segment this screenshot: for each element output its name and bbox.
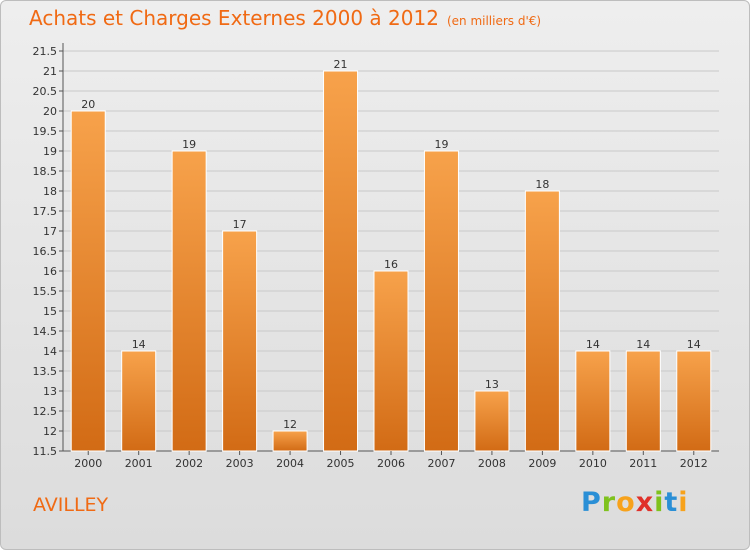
logo-letter: i: [678, 487, 689, 518]
x-tick-label: 2006: [377, 457, 405, 470]
chart-title: Achats et Charges Externes 2000 à 2012 (e…: [29, 6, 541, 30]
y-tick-label: 16: [43, 265, 57, 278]
y-tick-label: 17.5: [33, 205, 58, 218]
y-tick-label: 18.5: [33, 165, 58, 178]
data-label: 12: [283, 418, 297, 431]
y-tick-label: 15.5: [33, 285, 58, 298]
y-tick-label: 11.5: [33, 445, 58, 458]
y-tick-label: 13: [43, 385, 57, 398]
x-tick-label: 2000: [74, 457, 102, 470]
y-tick-label: 20: [43, 105, 57, 118]
logo-letter: o: [616, 487, 636, 518]
x-tick-label: 2002: [175, 457, 203, 470]
y-tick-label: 12.5: [33, 405, 58, 418]
logo-letter: r: [601, 487, 617, 518]
logo-letter: t: [664, 487, 679, 518]
x-tick-labels: 2000 2001 2002 2003 2004 2005 2006 2007 2008 2009…: [74, 451, 708, 470]
bar: [222, 230, 258, 452]
bar: [423, 150, 459, 452]
y-tick-label: 19: [43, 145, 57, 158]
bar: [474, 390, 510, 452]
town-name: AVILLEY: [33, 494, 109, 516]
y-tick-label: 12: [43, 425, 57, 438]
data-label: 21: [334, 58, 348, 71]
bar: [272, 430, 308, 452]
logo-letter: i: [654, 487, 665, 518]
data-labels: 20 14 19 17 12 21 16 19 13 18 14 14 14: [81, 58, 701, 431]
x-tick-label: 2007: [427, 457, 455, 470]
y-tick-label: 13.5: [33, 365, 58, 378]
bar: [575, 350, 611, 452]
data-label: 20: [81, 98, 95, 111]
data-label: 13: [485, 378, 499, 391]
data-label: 14: [636, 338, 650, 351]
y-tick-label: 16.5: [33, 245, 58, 258]
x-tick-label: 2001: [125, 457, 153, 470]
bar: [171, 150, 207, 452]
bar: [524, 190, 560, 452]
y-tick-label: 20.5: [33, 85, 58, 98]
chart-unit: (en milliers d'€): [446, 14, 542, 28]
x-tick-label: 2008: [478, 457, 506, 470]
y-tick-label: 21.5: [33, 45, 58, 58]
data-label: 14: [132, 338, 146, 351]
data-label: 19: [182, 138, 196, 151]
data-label: 16: [384, 258, 398, 271]
data-label: 17: [233, 218, 247, 231]
y-tick-label: 14: [43, 345, 57, 358]
logo-letter: x: [635, 487, 655, 518]
bar: [323, 70, 359, 452]
x-tick-label: 2010: [579, 457, 607, 470]
bar: [70, 110, 106, 452]
bar: [121, 350, 157, 452]
bar: [676, 350, 712, 452]
x-tick-label: 2012: [680, 457, 708, 470]
logo-letter: P: [581, 487, 602, 518]
chart-title-text: Achats et Charges Externes 2000 à 2012: [29, 6, 439, 30]
y-tick-label: 21: [43, 65, 57, 78]
x-tick-label: 2005: [327, 457, 355, 470]
y-tick-label: 18: [43, 185, 57, 198]
data-label: 14: [586, 338, 600, 351]
bar: [373, 270, 409, 452]
bars: [70, 70, 712, 452]
y-tick-label: 15: [43, 305, 57, 318]
x-tick-label: 2011: [629, 457, 657, 470]
proxiti-logo: Proxiti: [581, 487, 689, 518]
y-tick-label: 14.5: [33, 325, 58, 338]
bar: [625, 350, 661, 452]
y-tick-labels: 11.5 12 12.5 13 13.5 14 14.5 15 15.5 16 16.5 17 17.5…: [33, 45, 58, 458]
x-tick-label: 2004: [276, 457, 304, 470]
data-label: 14: [687, 338, 701, 351]
x-tick-label: 2003: [226, 457, 254, 470]
x-tick-label: 2009: [528, 457, 556, 470]
data-label: 19: [434, 138, 448, 151]
data-label: 18: [535, 178, 549, 191]
y-tick-label: 17: [43, 225, 57, 238]
y-tick-label: 19.5: [33, 125, 58, 138]
